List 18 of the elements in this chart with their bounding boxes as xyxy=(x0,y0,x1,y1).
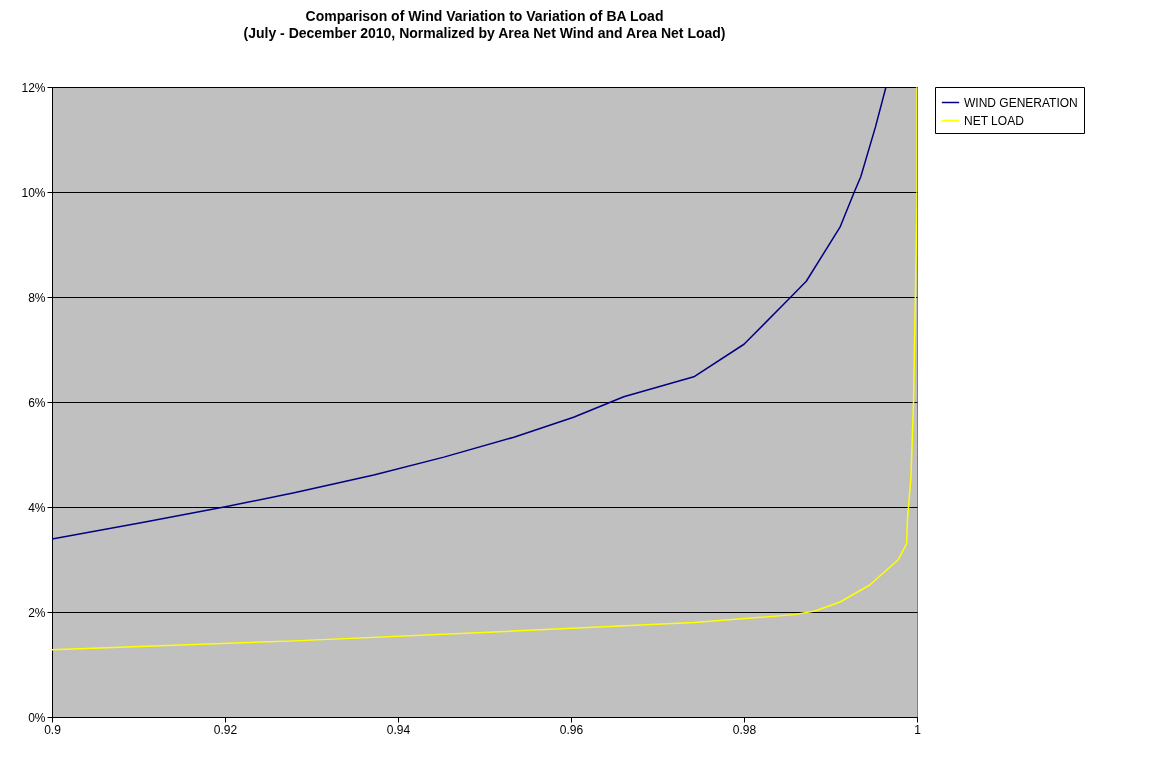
x-tick-label: 0.92 xyxy=(213,722,238,737)
y-tick-label: 6% xyxy=(28,395,46,410)
chart-subtitle: (July - December 2010, Normalized by Area Net Wind and Area Net Load) xyxy=(243,25,726,41)
x-tick-label: 0.9 xyxy=(44,722,62,737)
x-tick-label: 1 xyxy=(914,722,922,737)
y-tick-label: 0% xyxy=(28,710,46,725)
legend-label: NET LOAD xyxy=(964,113,1025,128)
y-tick-label: 12% xyxy=(21,80,46,95)
x-tick-label: 0.94 xyxy=(386,722,411,737)
chart-title: Comparison of Wind Variation to Variation of BA Load xyxy=(305,8,664,24)
x-tick-label: 0.96 xyxy=(559,722,584,737)
y-tick-label: 8% xyxy=(28,290,46,305)
x-tick-label: 0.98 xyxy=(732,722,757,737)
y-tick-label: 10% xyxy=(21,185,46,200)
y-tick-label: 4% xyxy=(28,500,46,515)
line-series xyxy=(52,87,887,540)
y-tick-label: 2% xyxy=(28,605,46,620)
legend-label: WIND GENERATION xyxy=(964,95,1078,110)
